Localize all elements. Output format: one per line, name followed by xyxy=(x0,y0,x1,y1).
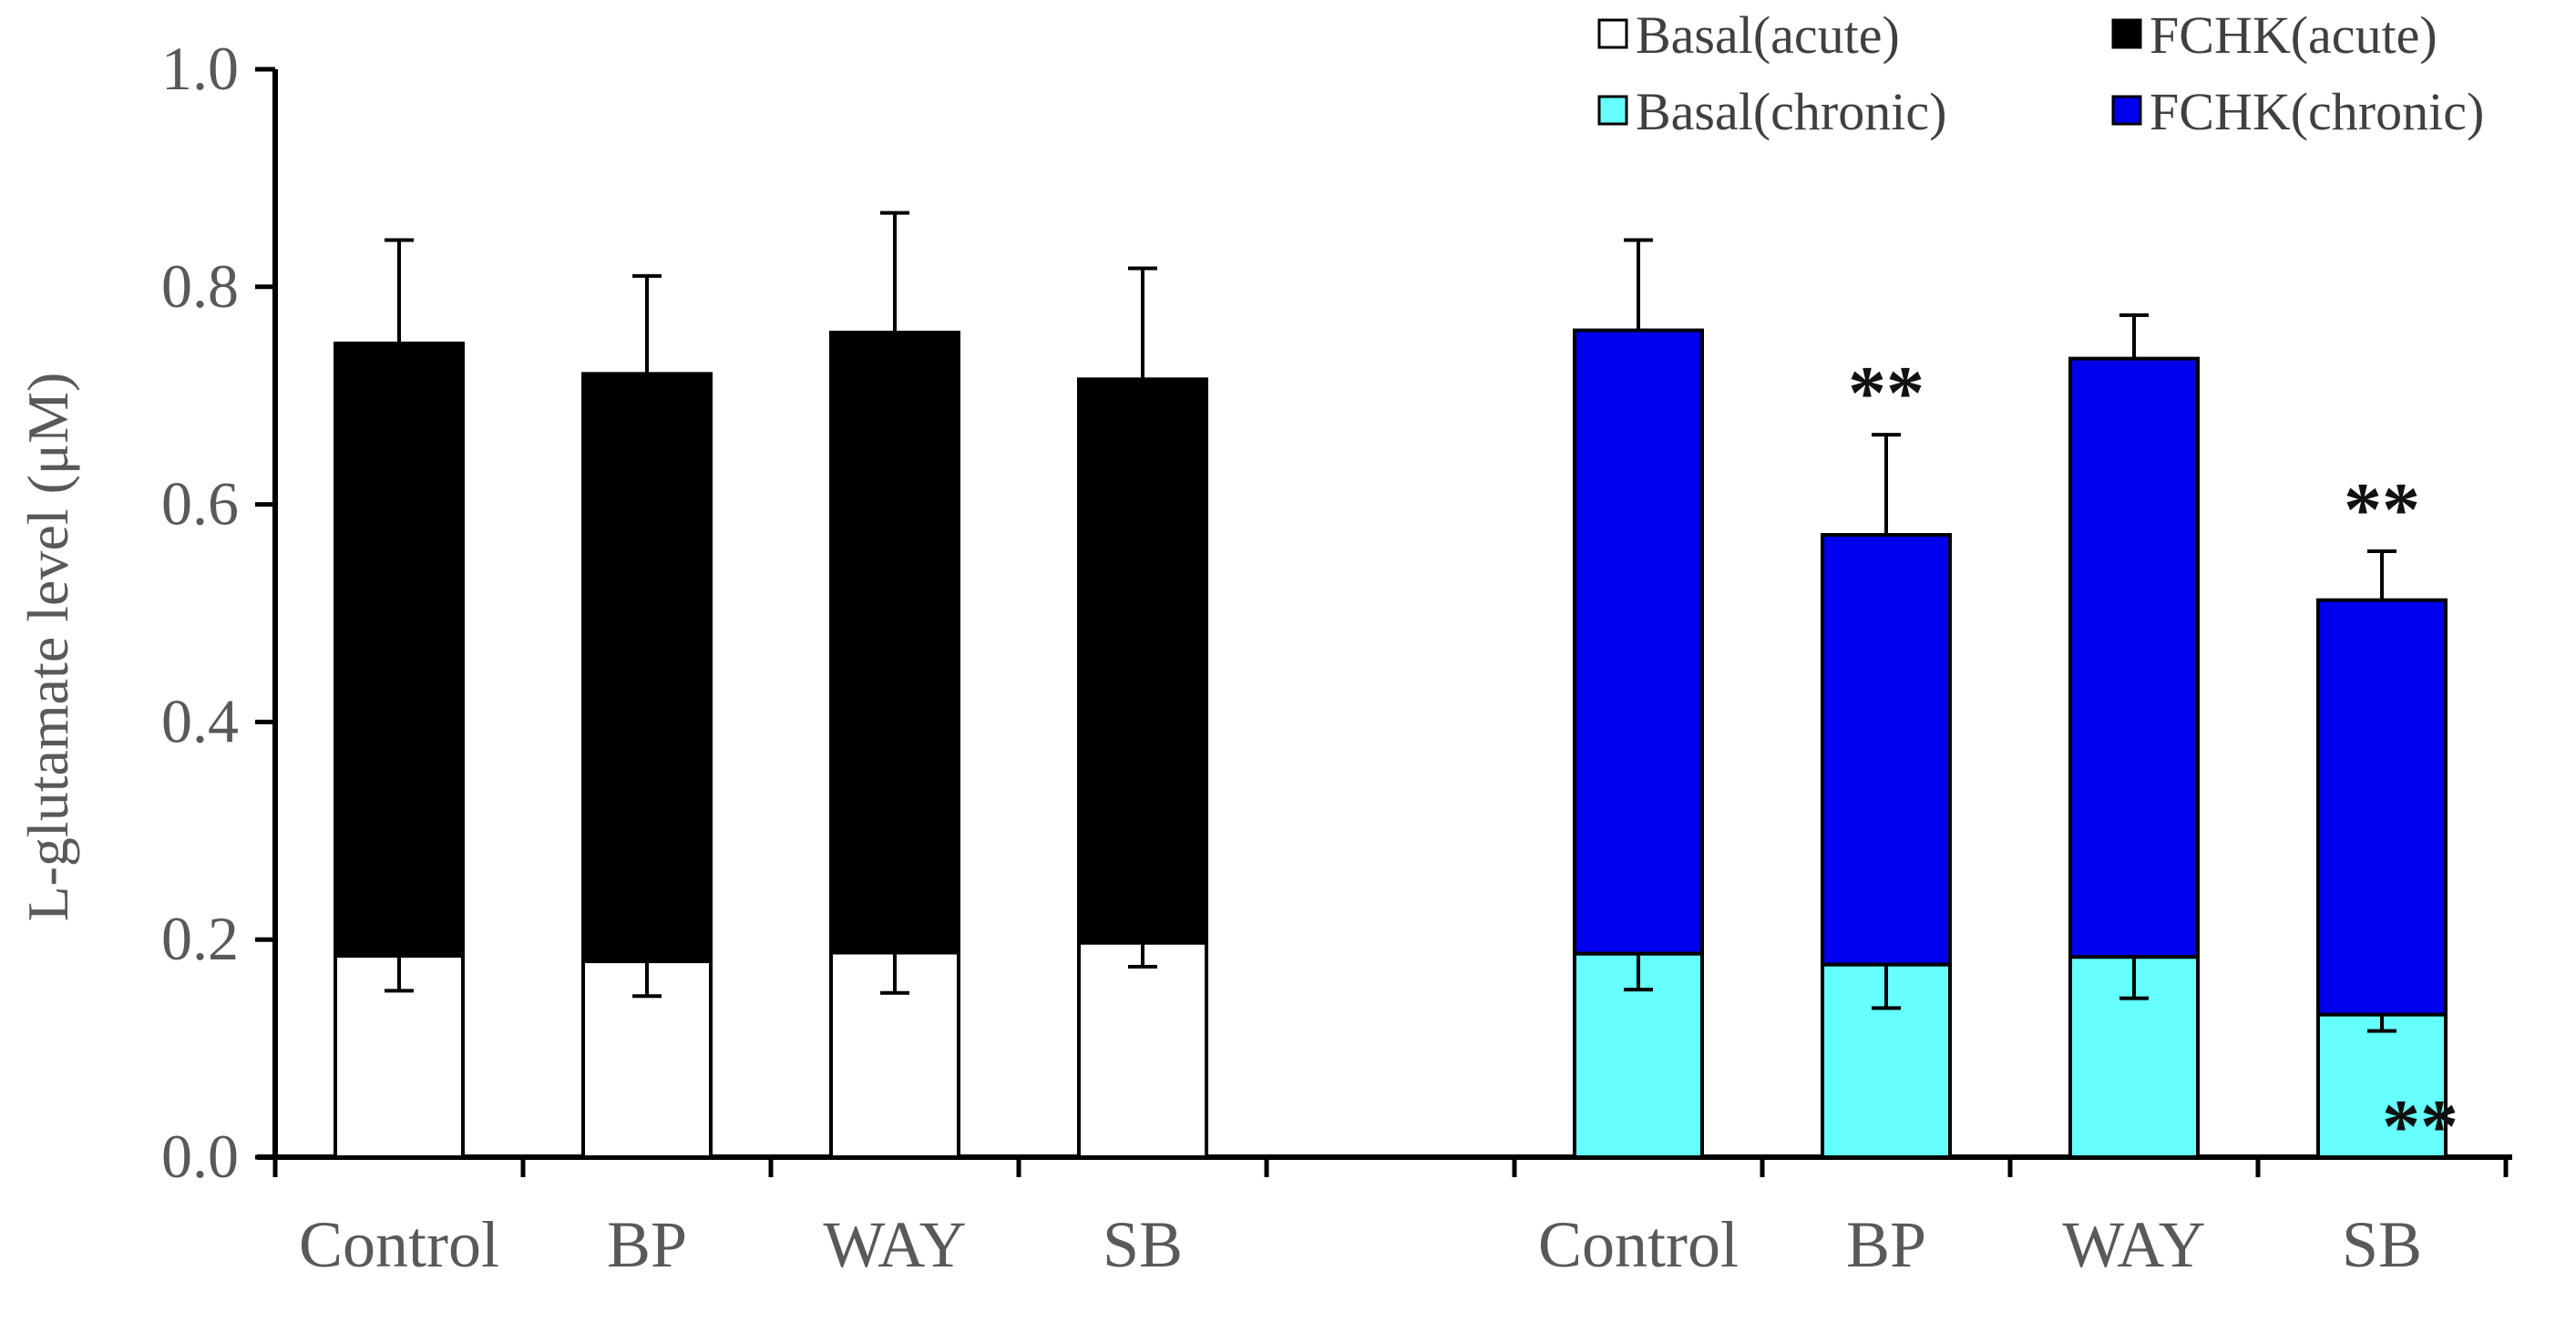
legend-label: FCHK(acute) xyxy=(2150,5,2437,65)
x-tick-label: BP xyxy=(1846,1208,1926,1281)
legend-swatch xyxy=(2111,95,2142,126)
labels-layer: 0.0 0.2 0.4 0.6 0.8 1.0 Control BP WAY SB Control B… xyxy=(161,34,2458,1281)
x-tick-label: SB xyxy=(2342,1208,2422,1281)
bar-chronic-basal-sb xyxy=(2316,1012,2448,1160)
x-tick-label: BP xyxy=(607,1208,687,1281)
x-tick-label: Control xyxy=(299,1208,499,1281)
significance-marker: ** xyxy=(1848,351,1924,436)
legend-label: Basal(chronic) xyxy=(1636,82,1946,141)
y-tick-label: 0.6 xyxy=(161,469,239,538)
bar-acute-fchk-sb xyxy=(1077,377,1208,945)
x-tick-label: Control xyxy=(1538,1208,1739,1281)
bars-layer xyxy=(334,328,2448,1160)
legend-label: Basal(acute) xyxy=(1636,5,1900,65)
legend-label: FCHK(chronic) xyxy=(2150,82,2484,141)
bar-acute-basal-sb xyxy=(1077,940,1208,1159)
bar-acute-fchk-bp xyxy=(581,372,713,964)
y-tick-label: 0.2 xyxy=(161,904,239,973)
bar-chronic-fchk-bp xyxy=(1821,533,1952,967)
bar-acute-fchk-control xyxy=(334,341,465,959)
significance-marker: ** xyxy=(2344,467,2420,552)
y-tick-label: 0.4 xyxy=(161,686,239,755)
legend-swatch xyxy=(1597,18,1628,49)
significance-marker: ** xyxy=(2382,1084,2458,1169)
x-tick-label: SB xyxy=(1103,1208,1183,1281)
bar-chronic-fchk-sb xyxy=(2316,598,2448,1017)
y-tick-label: 0.8 xyxy=(161,251,239,321)
x-tick-label: WAY xyxy=(2062,1208,2205,1281)
y-tick-label: 0.0 xyxy=(161,1122,239,1191)
y-axis-label: L-glutamate level (μM) xyxy=(15,373,80,922)
bar-acute-fchk-way xyxy=(829,330,960,955)
error-bars-layer xyxy=(385,210,2396,1033)
bar-chronic-fchk-control xyxy=(1573,328,1704,956)
legend: Basal(acute) FCHK(acute) Basal(chronic) FCH… xyxy=(1597,5,2484,141)
legend-swatch xyxy=(1597,95,1628,126)
bar-chronic-fchk-way xyxy=(2068,356,2200,959)
y-tick-label: 1.0 xyxy=(161,34,239,103)
x-tick-label: WAY xyxy=(823,1208,966,1281)
legend-swatch xyxy=(2111,18,2142,49)
